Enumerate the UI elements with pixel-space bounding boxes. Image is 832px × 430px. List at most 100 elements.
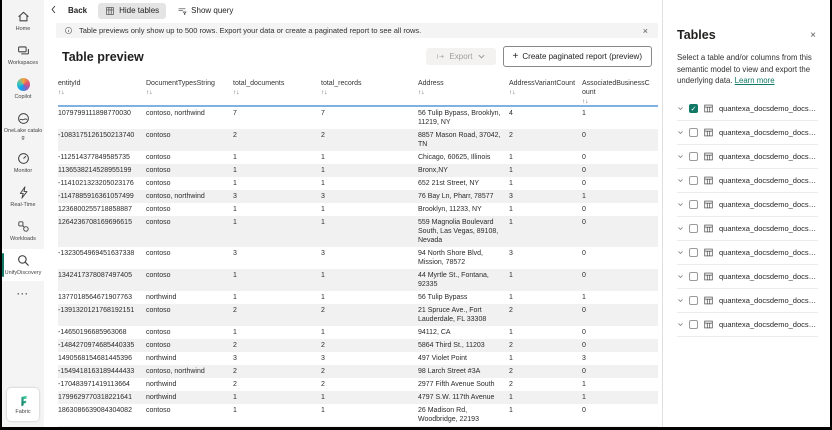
table-icon [703,319,714,330]
panel-close-icon[interactable]: × [810,29,816,41]
column-header-label: total_documents [233,80,285,88]
search-icon [16,253,31,268]
table-cell: -1391320121768192151 [58,307,135,315]
table-cell: contoso [146,272,171,280]
table-checkbox[interactable] [689,248,698,258]
table-list-item[interactable]: quantexa_docsdemo_docsdemo... [677,145,818,170]
table-name: quantexa_docsdemo_docsdemo... [719,152,818,162]
table-cell: 1 [321,272,325,280]
export-button[interactable]: Export [426,48,496,66]
fabric-logo-card[interactable]: Fabric [7,388,39,421]
chevron-down-icon[interactable] [677,225,684,232]
table-cell: 497 Violet Point [418,355,467,363]
sidebar-item-real-time[interactable]: Real-Time [2,181,44,213]
table-checkbox[interactable] [689,128,698,138]
table-cell: contoso [146,342,171,350]
table-cell: 0 [582,407,586,415]
sidebar-item-more[interactable]: ··· [2,283,44,306]
chevron-down-icon[interactable] [677,297,684,304]
copilot-icon [16,77,31,92]
table-checkbox[interactable] [689,176,698,186]
sidebar-item-monitor[interactable]: Monitor [2,147,44,179]
table-icon [703,295,714,306]
info-icon [64,26,73,35]
table-row: -1323054969451637338 contoso 3 3 94 North Sh… [58,247,658,270]
table-cell: 1 [509,167,513,175]
table-cell: 0 [582,426,658,427]
table-cell: -1484270974685440335 [58,342,135,350]
show-query-button[interactable]: Show query [170,3,240,19]
table-cell: 7 [321,110,325,118]
learn-more-link[interactable]: Learn more [734,76,775,86]
sidebar-item-unifydiscovery[interactable]: UnifyDiscovery [2,249,44,281]
sort-icon[interactable]: ↑↓ [233,89,240,97]
sort-icon[interactable]: ↑↓ [146,89,153,97]
column-header[interactable]: total_records ↑↓ [321,77,418,105]
table-checkbox[interactable] [689,296,698,306]
table-list-item[interactable]: quantexa_docsdemo_docsdemo... [677,313,818,338]
table-cell: 1 [582,193,586,201]
table-cell: 1079799111898770030 [58,110,131,118]
table-cell: contoso, northwind [146,193,205,201]
table-row: -170483971419113664 northwind 2 2 2977 Fifth… [58,378,658,392]
sidebar-item-workloads[interactable]: Workloads [2,215,44,247]
back-button[interactable]: Back [61,3,94,18]
table-checkbox[interactable]: ✓ [689,104,698,114]
table-list-item[interactable]: quantexa_docsdemo_docsdemo... [677,217,818,242]
sort-icon[interactable]: ↑↓ [418,89,425,97]
table-list-item[interactable]: quantexa_docsdemo_docsdemo... [677,289,818,314]
table-checkbox[interactable] [689,272,698,282]
create-paginated-report-button[interactable]: + Create paginated report (preview) [502,46,652,68]
sidebar-item-label: OneLake catalog [3,127,43,141]
column-header[interactable]: Address ↑↓ [418,77,509,105]
table-list-item[interactable]: quantexa_docsdemo_docsdemo... [677,265,818,290]
table-list-item[interactable]: ✓ quantexa_docsdemo_docsdemo... [677,97,818,122]
chevron-down-icon[interactable] [677,153,684,160]
column-header[interactable]: DocumentTypesString ↑↓ [146,77,233,105]
sort-icon[interactable]: ↑↓ [58,89,65,97]
sidebar-item-copilot[interactable]: Copilot [2,73,44,105]
sort-icon[interactable]: ↑↓ [321,89,328,97]
chevron-down-icon[interactable] [677,273,684,280]
chevron-down-icon[interactable] [677,201,684,208]
chevron-down-icon[interactable] [677,105,684,112]
sidebar-item-onelake-catalog[interactable]: OneLake catalog [2,107,44,146]
sidebar-item-workspaces[interactable]: Workspaces [2,39,44,71]
table-list-item[interactable]: quantexa_docsdemo_docsdemo... [677,193,818,218]
back-chevron-icon[interactable] [50,2,57,20]
chevron-down-icon[interactable] [677,249,684,256]
column-header[interactable]: total_documents ↑↓ [233,77,321,105]
column-header[interactable]: AssociatedBusinessCount ↑↓ [582,77,658,105]
table-cell: 2 [321,342,325,350]
table-cell: 1 [509,355,513,363]
column-header[interactable]: entityId ↑↓ [58,77,146,105]
table-checkbox[interactable] [689,200,698,210]
sidebar-item-home[interactable]: Home [2,5,44,37]
grid-icon [106,6,114,15]
table-cell: 1 [582,110,586,118]
table-checkbox[interactable] [689,224,698,234]
description-text: Select a table and/or columns from this … [677,53,812,86]
info-close-icon[interactable]: × [642,25,648,36]
column-header[interactable]: AddressVariantCount ↑↓ [509,77,582,105]
table-list-item[interactable]: quantexa_docsdemo_docsdemo... [677,169,818,194]
table-list-item[interactable]: quantexa_docsdemo_docsdemo... [677,241,818,266]
chevron-down-icon[interactable] [677,129,684,136]
table-checkbox[interactable] [689,320,698,330]
table-list-item[interactable]: quantexa_docsdemo_docsdemo... [677,121,818,146]
table-name: quantexa_docsdemo_docsdemo... [719,200,818,210]
table-cell: 0 [582,154,586,162]
chevron-down-icon[interactable] [677,321,684,328]
more-icon: ··· [17,289,29,300]
table-checkbox[interactable] [689,152,698,162]
chevron-down-icon[interactable] [677,177,684,184]
sort-icon[interactable]: ↑↓ [582,98,589,106]
table-cell: 3 [233,250,237,258]
table-cell: 1 [509,180,513,188]
table-row: 1799629770318221641 northwind 1 1 4797 S.W. … [58,391,658,405]
table-cell: northwind [146,381,177,389]
hide-tables-button[interactable]: Hide tables [98,2,167,19]
table-cell: 0 [582,342,586,350]
export-icon [437,54,445,59]
sort-icon[interactable]: ↑↓ [509,89,516,97]
